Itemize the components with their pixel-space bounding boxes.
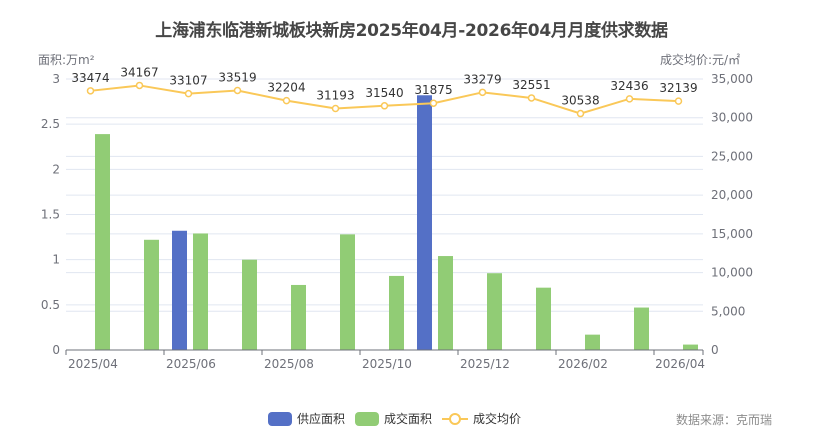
deal-area-bar[interactable] [487, 273, 502, 350]
right-tick-label: 10,000 [711, 266, 753, 280]
left-y-axis: 0 0.5 1 1.5 2 2.5 3 [41, 72, 60, 357]
legend-item-supply[interactable]: 供应面积 [268, 410, 345, 427]
price-point[interactable] [576, 109, 585, 118]
right-tick-label: 30,000 [711, 111, 753, 125]
price-label: 31875 [414, 83, 452, 97]
chart-title: 上海浦东临港新城板块新房2025年04月-2026年04月月度供求数据 [155, 21, 668, 41]
line-series: 33474 34167 33107 33519 32204 31193 31540 31875… [71, 65, 698, 118]
legend-label: 供应面积 [297, 412, 346, 426]
price-point[interactable] [184, 89, 193, 98]
right-tick-label: 25,000 [711, 149, 753, 163]
deal-area-bar[interactable] [144, 239, 159, 350]
price-label: 30538 [561, 94, 599, 108]
deal-area-bar[interactable] [683, 344, 698, 350]
price-point[interactable] [331, 104, 340, 113]
x-tick-label: 2025/10 [362, 357, 412, 371]
x-tick-label: 2025/08 [264, 357, 314, 371]
supply-bar[interactable] [417, 95, 432, 350]
left-tick-label: 1.5 [41, 208, 60, 222]
price-label: 33279 [463, 72, 501, 86]
x-tick-label: 2025/06 [166, 357, 216, 371]
price-label: 33519 [218, 70, 256, 84]
price-point[interactable] [380, 102, 389, 110]
right-tick-label: 5,000 [711, 304, 745, 318]
price-label: 31193 [316, 88, 354, 102]
price-label: 32139 [659, 81, 697, 95]
deal-area-bar[interactable] [291, 284, 306, 350]
price-label: 32551 [512, 78, 550, 92]
supply-bar[interactable] [172, 230, 187, 350]
right-tick-label: 0 [711, 343, 719, 357]
price-point[interactable] [478, 88, 487, 97]
left-tick-label: 1 [52, 253, 60, 267]
price-point[interactable] [527, 94, 536, 102]
price-label: 32204 [267, 81, 305, 95]
left-axis-name: 面积:万m² [38, 53, 95, 67]
deal-area-bar[interactable] [193, 233, 208, 350]
left-tick-label: 2 [52, 162, 60, 176]
deal-area-bar[interactable] [389, 275, 404, 350]
price-point[interactable] [135, 81, 144, 90]
price-label: 31540 [365, 86, 403, 100]
deal-area-bar[interactable] [585, 334, 600, 350]
legend-item-avg-price[interactable]: 成交均价 [442, 410, 521, 427]
left-tick-label: 0 [52, 343, 60, 357]
gridlines [66, 78, 703, 312]
price-label: 34167 [120, 65, 158, 79]
x-axis: 2025/04 2025/06 2025/08 2025/10 2025/12 2026/… [65, 349, 705, 371]
price-label: 33107 [169, 74, 207, 88]
line-marker-icon [442, 412, 469, 425]
x-tick-label: 2026/04 [655, 357, 705, 371]
price-point[interactable] [625, 95, 634, 103]
legend-label: 成交均价 [473, 412, 522, 426]
price-point[interactable] [674, 97, 683, 105]
price-label: 33474 [71, 71, 109, 85]
bar-series [95, 95, 698, 350]
x-tick-label: 2026/02 [558, 357, 608, 371]
right-axis-name: 成交均价:元/㎡ [660, 53, 741, 67]
left-tick-label: 0.5 [41, 298, 60, 312]
deal-area-bar[interactable] [95, 134, 110, 350]
deal-area-bar[interactable] [340, 234, 355, 350]
deal-area-bar[interactable] [634, 307, 649, 350]
price-point[interactable] [233, 86, 242, 95]
deal-area-bar[interactable] [242, 259, 257, 350]
deal-area-bar[interactable] [536, 287, 551, 350]
deal-area-swatch-icon [355, 411, 380, 426]
right-tick-label: 20,000 [711, 188, 753, 202]
price-point[interactable] [429, 99, 438, 107]
right-tick-label: 35,000 [711, 72, 753, 86]
legend-label: 成交面积 [384, 412, 433, 426]
price-point[interactable] [86, 87, 95, 95]
right-y-axis: 0 5,000 10,000 15,000 20,000 25,000 30,000 35,0… [711, 72, 753, 357]
deal-area-bar[interactable] [438, 256, 453, 350]
legend-item-deal-area[interactable]: 成交面积 [355, 410, 432, 427]
right-tick-label: 15,000 [711, 227, 753, 241]
price-point[interactable] [282, 96, 291, 105]
x-tick-label: 2025/12 [460, 357, 510, 371]
x-tick-label: 2025/04 [68, 357, 118, 371]
price-label: 32436 [610, 79, 648, 93]
supply-swatch-icon [268, 411, 292, 426]
legend: 供应面积 成交面积 成交均价 [268, 410, 531, 427]
data-source: 数据来源：克而瑞 [676, 413, 773, 427]
left-tick-label: 2.5 [41, 117, 60, 131]
left-tick-label: 3 [52, 72, 60, 86]
